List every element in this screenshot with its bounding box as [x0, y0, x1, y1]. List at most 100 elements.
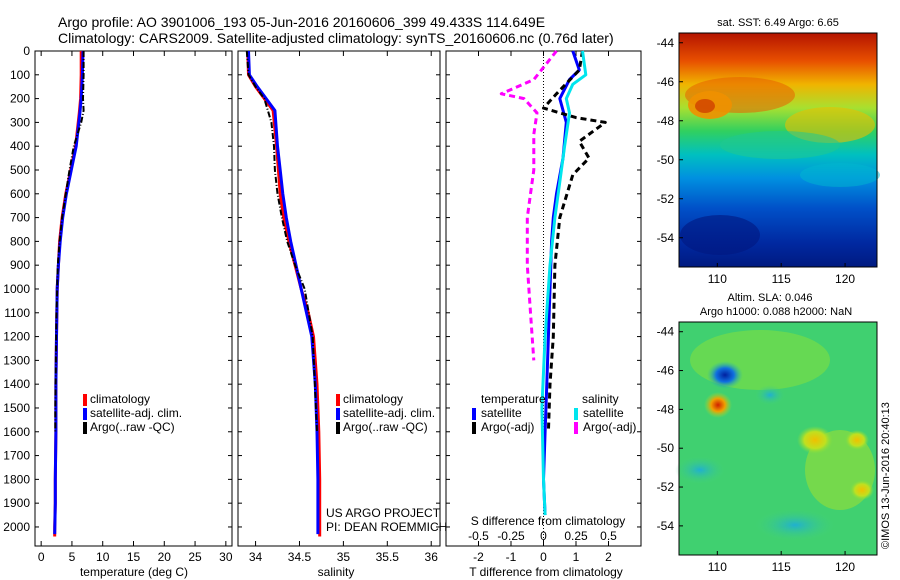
sst-map-frame [678, 32, 878, 268]
legend-swatch-s-satellite [574, 408, 578, 420]
temperature-y-ticks: 0 100 200 300 400 500 600 700 800 900 1000 1100 1200… [3, 44, 30, 534]
legend-swatch-satellite [83, 408, 87, 420]
map-y-tick-label: -52 [657, 480, 675, 494]
x-tick-label: 10 [96, 550, 110, 564]
legend-swatch-climatology [336, 394, 340, 406]
s-diff-tick-label: -0.5 [468, 529, 489, 543]
s-diff-tick-label: 0.25 [564, 529, 588, 543]
x-tick-label: 36 [425, 550, 439, 564]
map-y-tick-label: -54 [657, 231, 675, 245]
depth-tick-label: 1300 [3, 353, 30, 367]
satellite-adj-line [247, 50, 320, 535]
depth-tick-label: 1500 [3, 401, 30, 415]
temperature-x-label: temperature (deg C) [80, 565, 188, 579]
depth-tick-label: 1700 [3, 449, 30, 463]
legend-label-climatology: climatology [90, 392, 150, 406]
x-tick-label: 25 [188, 550, 202, 564]
t-satellite-line [542, 50, 581, 516]
legend-label-argo: Argo(..raw -QC) [90, 420, 175, 434]
header-line-2: Climatology: CARS2009. Satellite-adjuste… [58, 30, 614, 46]
s-difference-ticks: -0.5 -0.25 0 0.25 0.5 [468, 529, 617, 543]
x-tick-label: 35 [337, 550, 351, 564]
sst-map-ticks: 110 115 120 -44 -46 -48 -50 -52 -54 [657, 36, 856, 286]
x-tick-label: -2 [473, 550, 484, 564]
map-y-tick-label: -48 [657, 114, 675, 128]
map-x-tick-label: 110 [708, 560, 727, 574]
x-tick-label: 35.5 [376, 550, 400, 564]
depth-tick-label: 800 [10, 234, 30, 248]
sst-map-image [679, 33, 880, 267]
s-diff-tick-label: -0.25 [497, 529, 525, 543]
depth-tick-label: 1200 [3, 330, 30, 344]
x-tick-label: 30 [219, 550, 233, 564]
x-tick-label: 34.5 [288, 550, 312, 564]
salinity-axes-frame [237, 50, 441, 547]
legend-swatch-argo [83, 422, 87, 434]
depth-tick-label: 600 [10, 187, 30, 201]
temperature-legend: climatology satellite-adj. clim. Argo(..… [83, 392, 182, 434]
legend-swatch-t-argo [472, 422, 476, 434]
depth-tick-label: 1600 [3, 425, 30, 439]
x-tick-label: 20 [158, 550, 172, 564]
sla-map-panel: Altim. SLA: 0.046 Argo h1000: 0.088 h200… [657, 292, 878, 574]
map-y-tick-label: -48 [657, 402, 675, 416]
legend-swatch-t-satellite [472, 408, 476, 420]
x-tick-label: 1 [573, 550, 580, 564]
sla-map-title: Altim. SLA: 0.046 [728, 292, 813, 304]
legend-swatch-s-argo [574, 422, 578, 434]
x-tick-label: 5 [69, 550, 76, 564]
imos-stamp: ©IMOS 13-Jun-2016 20:40:13 [880, 402, 892, 549]
map-y-tick-label: -44 [657, 325, 675, 339]
temperature-x-ticks: 0 5 10 15 20 25 30 [35, 50, 233, 564]
map-x-tick-label: 115 [772, 272, 791, 286]
salinity-legend: climatology satellite-adj. clim. Argo(..… [336, 392, 435, 434]
difference-legend: temperature salinity satellite Argo(-adj… [472, 392, 636, 434]
argo-line [245, 50, 318, 432]
sla-map-image [675, 322, 877, 555]
legend-swatch-climatology [83, 394, 87, 406]
legend-label-s-satellite: satellite [583, 406, 624, 420]
map-y-tick-label: -44 [657, 36, 675, 50]
x-tick-label: 15 [127, 550, 141, 564]
sst-map-panel: sat. SST: 6.49 Argo: 6.65 110 115 120 -44 -4… [657, 17, 880, 286]
sla-map-frame [678, 321, 878, 556]
x-tick-label: 0 [540, 550, 547, 564]
map-y-tick-label: -50 [657, 153, 675, 167]
legend-label-argo: Argo(..raw -QC) [343, 420, 428, 434]
difference-x-ticks: -2 -1 0 1 2 [446, 50, 641, 564]
map-y-tick-label: -54 [657, 519, 675, 533]
depth-tick-label: 1400 [3, 377, 30, 391]
legend-label-s-argo: Argo(-adj) [583, 420, 636, 434]
legend-swatch-satellite [336, 408, 340, 420]
depth-tick-label: 400 [10, 139, 30, 153]
salinity-x-label: salinity [318, 565, 355, 579]
x-tick-label: 34 [249, 550, 263, 564]
legend-label-satellite: satellite-adj. clim. [343, 406, 435, 420]
depth-tick-label: 1000 [3, 282, 30, 296]
t-difference-label: T difference from climatology [469, 565, 623, 579]
header-line-1: Argo profile: AO 3901006_193 05-Jun-2016… [58, 14, 545, 30]
legend-title-temperature: temperature [481, 392, 546, 406]
salinity-x-ticks: 34 34.5 35 35.5 36 [238, 50, 440, 564]
sla-map-subtitle: Argo h1000: 0.088 h2000: NaN [700, 306, 852, 318]
map-x-tick-label: 115 [772, 560, 791, 574]
argo-line [54, 51, 85, 432]
depth-tick-label: 300 [10, 115, 30, 129]
legend-label-t-satellite: satellite [481, 406, 522, 420]
legend-label-satellite: satellite-adj. clim. [90, 406, 182, 420]
temperature-series [53, 50, 85, 537]
pi-label: PI: DEAN ROEMMICH [326, 520, 447, 534]
climatology-line [246, 50, 322, 537]
depth-tick-label: 500 [10, 163, 30, 177]
x-tick-label: 2 [605, 550, 612, 564]
s-argo-line [499, 50, 558, 361]
depth-tick-label: 900 [10, 258, 30, 272]
s-diff-tick-label: 0 [540, 529, 547, 543]
depth-tick-label: 100 [10, 68, 30, 82]
depth-tick-label: 1900 [3, 496, 30, 510]
temperature-panel: 0100200300400500600700800900100011001200… [3, 44, 233, 579]
x-tick-label: 0 [38, 550, 45, 564]
temperature-axes-frame [34, 50, 233, 547]
map-y-tick-label: -46 [657, 75, 675, 89]
project-label: US ARGO PROJECT [326, 506, 441, 520]
